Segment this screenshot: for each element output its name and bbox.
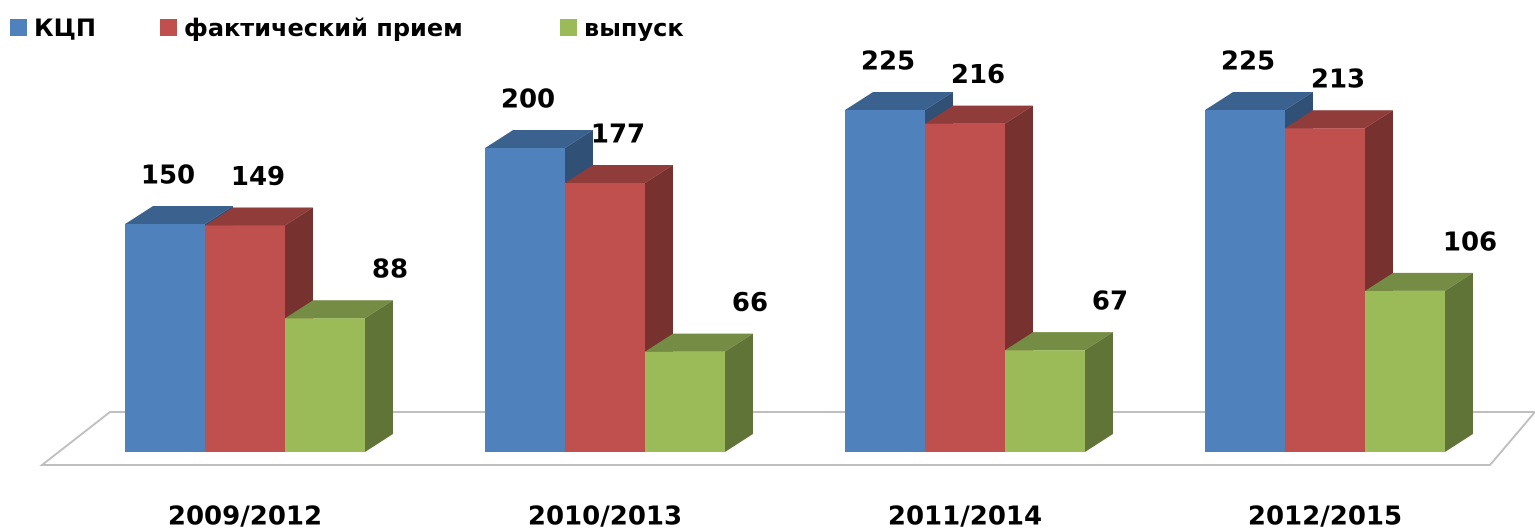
- data-label: 225: [861, 47, 915, 77]
- x-tick-label: 2010/2013: [528, 502, 682, 531]
- bar: [1285, 110, 1393, 453]
- data-label: 200: [501, 85, 555, 115]
- bar: [1365, 272, 1473, 452]
- bar-top: [925, 105, 1033, 124]
- bar-top: [485, 130, 593, 148]
- bar: [645, 333, 753, 452]
- bar-top: [285, 300, 393, 319]
- data-label: 150: [141, 161, 195, 191]
- x-tick-label: 2011/2014: [888, 502, 1042, 531]
- bar-top: [565, 164, 673, 183]
- data-label: 106: [1443, 227, 1497, 257]
- data-label: 66: [732, 288, 768, 318]
- data-label: 88: [372, 255, 408, 285]
- bar-top: [125, 206, 233, 224]
- bar-front: [285, 318, 365, 452]
- x-tick-label: 2012/2015: [1248, 502, 1402, 531]
- bar-top: [845, 92, 953, 110]
- bar-front: [845, 110, 925, 452]
- bar-front: [485, 148, 565, 452]
- bar-top: [645, 333, 753, 352]
- data-label: 177: [591, 119, 645, 149]
- legend-swatch: [160, 19, 177, 36]
- data-label: 67: [1092, 287, 1128, 317]
- bar-front: [1005, 350, 1085, 452]
- bar-front: [205, 225, 285, 452]
- bar-top: [1365, 272, 1473, 291]
- bar-side: [365, 300, 393, 452]
- data-label: 213: [1311, 65, 1365, 95]
- data-label: 149: [231, 162, 285, 192]
- bar-front: [645, 351, 725, 452]
- bar-top: [205, 207, 313, 226]
- data-label: 216: [951, 60, 1005, 90]
- bar-side: [1445, 272, 1473, 452]
- legend-swatch: [560, 19, 577, 36]
- legend-label: КЦП: [34, 14, 96, 42]
- bar: [1005, 332, 1113, 452]
- bar-front: [1365, 290, 1445, 452]
- bar-front: [1285, 128, 1365, 453]
- bar-front: [1205, 110, 1285, 452]
- bar-side: [1085, 332, 1113, 452]
- bar-top: [1005, 332, 1113, 351]
- bar-side: [725, 333, 753, 452]
- legend-label: выпуск: [584, 14, 684, 42]
- bar-top: [1205, 92, 1313, 110]
- bar-front: [565, 182, 645, 452]
- bar-front: [125, 224, 205, 452]
- bar-front: [925, 123, 1005, 453]
- legend-label: фактический прием: [184, 14, 463, 42]
- data-label: 225: [1221, 47, 1275, 77]
- bar-top: [1285, 110, 1393, 129]
- floor: [39, 411, 1535, 466]
- x-tick-label: 2009/2012: [168, 502, 322, 531]
- legend-swatch: [10, 19, 27, 36]
- bar: [285, 300, 393, 452]
